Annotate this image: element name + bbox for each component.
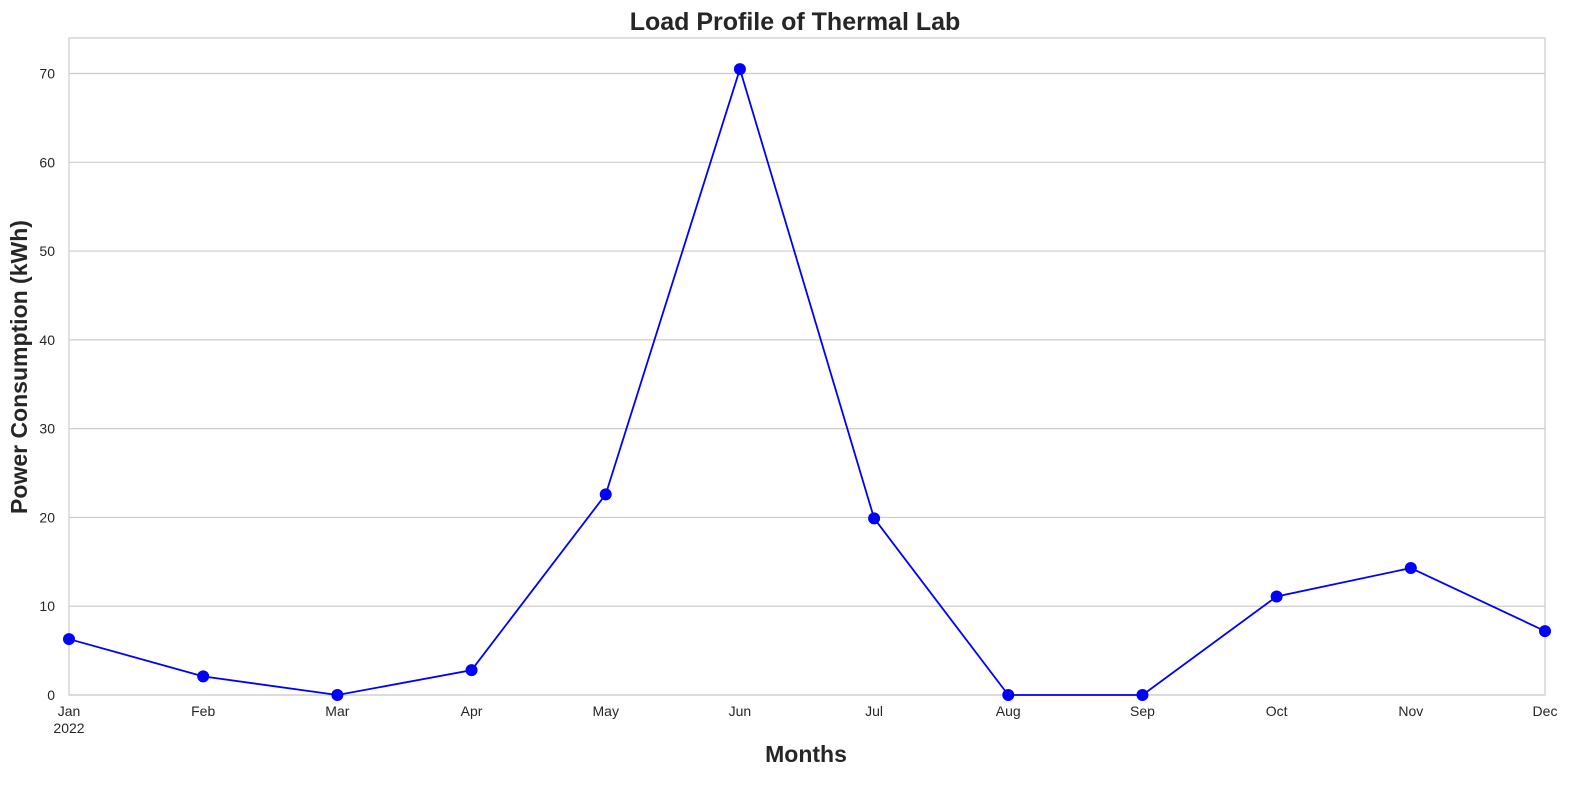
data-point bbox=[733, 63, 746, 76]
x-axis-label: Months bbox=[765, 741, 847, 767]
series-line bbox=[68, 66, 1546, 696]
x-tick-year-label: 2022 bbox=[53, 720, 84, 736]
data-point bbox=[599, 488, 612, 501]
x-tick-label: Nov bbox=[1398, 703, 1423, 719]
series-layer bbox=[63, 63, 1551, 701]
y-tick-label: 20 bbox=[39, 509, 55, 525]
data-point bbox=[1136, 689, 1149, 701]
y-tick-label: 0 bbox=[47, 687, 55, 703]
y-tick-label: 60 bbox=[39, 154, 55, 170]
data-point bbox=[465, 664, 478, 677]
data-point bbox=[1270, 590, 1283, 603]
data-point bbox=[868, 512, 881, 525]
grid-lines bbox=[69, 72, 1545, 696]
x-tick-label: Mar bbox=[325, 703, 349, 719]
x-axis-ticks: Jan Feb Mar Apr May Jun Jul Aug Sep Oct Nov Dec 2022 bbox=[53, 703, 1557, 736]
data-point bbox=[1539, 625, 1551, 638]
x-tick-label: Feb bbox=[191, 703, 215, 719]
data-point bbox=[63, 633, 75, 646]
y-tick-label: 40 bbox=[39, 332, 55, 348]
data-point bbox=[1002, 689, 1015, 701]
y-tick-label: 30 bbox=[39, 421, 55, 437]
x-tick-label: Jun bbox=[729, 703, 752, 719]
chart-title: Load Profile of Thermal Lab bbox=[630, 8, 961, 36]
x-tick-label: Oct bbox=[1266, 703, 1288, 719]
x-tick-label: Dec bbox=[1533, 703, 1558, 719]
x-tick-label: Aug bbox=[996, 703, 1021, 719]
data-point bbox=[331, 689, 344, 701]
x-tick-label: Apr bbox=[461, 703, 483, 719]
y-tick-label: 50 bbox=[39, 243, 55, 259]
x-tick-label: Jan bbox=[58, 703, 81, 719]
y-tick-label: 70 bbox=[39, 66, 55, 82]
x-tick-label: May bbox=[593, 703, 619, 719]
data-point bbox=[197, 670, 210, 683]
plot-frame bbox=[68, 37, 1546, 696]
y-axis-ticks: 0 10 20 30 40 50 60 70 bbox=[39, 66, 55, 703]
y-axis-label: Power Consumption (kWh) bbox=[6, 220, 32, 514]
x-tick-label: Sep bbox=[1130, 703, 1155, 719]
data-point bbox=[1404, 562, 1417, 575]
y-tick-label: 10 bbox=[39, 598, 55, 614]
x-tick-label: Jul bbox=[865, 703, 883, 719]
